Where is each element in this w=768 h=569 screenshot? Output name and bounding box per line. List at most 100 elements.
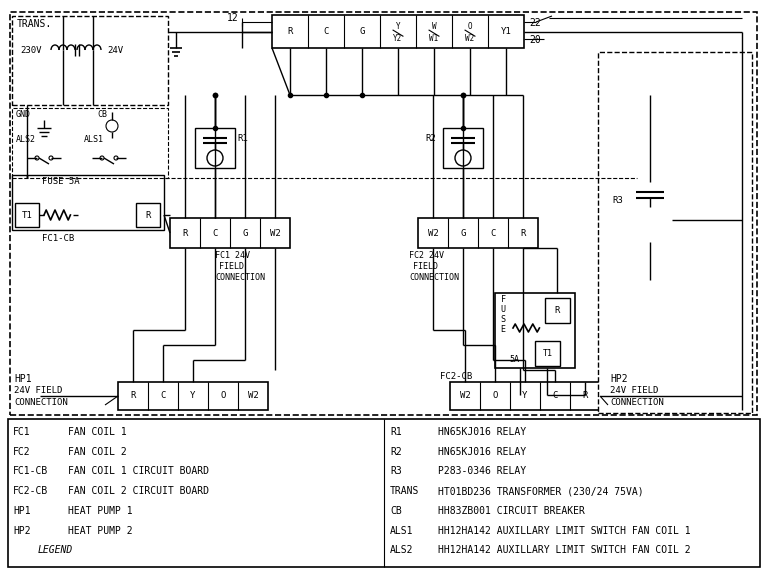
Text: C: C xyxy=(552,391,558,401)
Text: FC2-CB: FC2-CB xyxy=(440,372,472,381)
Text: O: O xyxy=(492,391,498,401)
Text: HEAT PUMP 1: HEAT PUMP 1 xyxy=(68,506,133,516)
Bar xyxy=(12,108,168,178)
Bar xyxy=(545,298,570,323)
Text: ALS2: ALS2 xyxy=(16,135,36,144)
Text: R: R xyxy=(582,391,588,401)
Text: S: S xyxy=(501,315,505,324)
Text: W2: W2 xyxy=(459,391,470,401)
Bar xyxy=(170,218,290,248)
Text: R: R xyxy=(131,391,136,401)
Text: HEAT PUMP 2: HEAT PUMP 2 xyxy=(68,526,133,535)
Text: CONNECTION: CONNECTION xyxy=(409,273,459,282)
Bar xyxy=(495,293,575,368)
Text: FIELD: FIELD xyxy=(219,262,244,271)
Bar xyxy=(450,382,600,410)
Text: W2: W2 xyxy=(247,391,258,401)
Bar xyxy=(118,382,268,410)
Text: C: C xyxy=(323,27,329,36)
Bar xyxy=(418,218,538,248)
Text: W2: W2 xyxy=(465,34,475,43)
Text: ALS2: ALS2 xyxy=(390,546,413,555)
Text: O: O xyxy=(220,391,226,401)
Text: C: C xyxy=(490,229,495,237)
Text: HP2: HP2 xyxy=(610,374,627,384)
Text: T1: T1 xyxy=(22,211,32,220)
Text: CONNECTION: CONNECTION xyxy=(14,398,68,407)
Text: 22: 22 xyxy=(529,18,541,28)
Text: HH12HA142 AUXILLARY LIMIT SWITCH FAN COIL 2: HH12HA142 AUXILLARY LIMIT SWITCH FAN COI… xyxy=(438,546,690,555)
Text: Y2: Y2 xyxy=(393,34,402,43)
Text: P283-0346 RELAY: P283-0346 RELAY xyxy=(438,467,526,476)
Text: 12: 12 xyxy=(227,13,239,23)
Text: 24V: 24V xyxy=(107,46,123,55)
Text: E: E xyxy=(501,325,505,334)
Text: R: R xyxy=(182,229,187,237)
Text: TRANS: TRANS xyxy=(390,486,419,496)
Text: FC1: FC1 xyxy=(13,427,31,437)
Text: HT01BD236 TRANSFORMER (230/24 75VA): HT01BD236 TRANSFORMER (230/24 75VA) xyxy=(438,486,644,496)
Bar xyxy=(8,419,760,567)
Text: FC2: FC2 xyxy=(13,447,31,457)
Text: CB: CB xyxy=(97,110,107,119)
Text: R3: R3 xyxy=(390,467,402,476)
Text: FC1-CB: FC1-CB xyxy=(13,467,48,476)
Text: TRANS.: TRANS. xyxy=(17,19,52,29)
Text: 20: 20 xyxy=(529,35,541,45)
Text: FIELD: FIELD xyxy=(413,262,438,271)
Text: R: R xyxy=(520,229,525,237)
Bar xyxy=(15,203,39,227)
Bar xyxy=(443,128,483,168)
Bar xyxy=(535,341,560,366)
Text: R2: R2 xyxy=(390,447,402,457)
Text: CONNECTION: CONNECTION xyxy=(610,398,664,407)
Text: CB: CB xyxy=(390,506,402,516)
Text: G: G xyxy=(243,229,248,237)
Text: W2: W2 xyxy=(270,229,280,237)
Text: W: W xyxy=(432,22,436,31)
Text: FAN COIL 1 CIRCUIT BOARD: FAN COIL 1 CIRCUIT BOARD xyxy=(68,467,209,476)
Text: ALS1: ALS1 xyxy=(84,135,104,144)
Text: 5A: 5A xyxy=(509,355,519,364)
Text: HH83ZB001 CIRCUIT BREAKER: HH83ZB001 CIRCUIT BREAKER xyxy=(438,506,585,516)
Text: T1: T1 xyxy=(542,349,552,358)
Text: Y1: Y1 xyxy=(501,27,511,36)
Text: R3: R3 xyxy=(612,196,623,204)
Text: HP2: HP2 xyxy=(13,526,31,535)
Text: 24V FIELD: 24V FIELD xyxy=(14,386,62,395)
Text: Y: Y xyxy=(190,391,196,401)
Text: U: U xyxy=(501,305,505,314)
Text: FUSE 5A: FUSE 5A xyxy=(42,177,80,186)
Bar xyxy=(12,16,168,105)
Text: R1: R1 xyxy=(390,427,402,437)
Text: HP1: HP1 xyxy=(13,506,31,516)
Bar xyxy=(195,128,235,168)
Text: C: C xyxy=(161,391,166,401)
Text: R2: R2 xyxy=(425,134,435,142)
Text: HH12HA142 AUXILLARY LIMIT SWITCH FAN COIL 1: HH12HA142 AUXILLARY LIMIT SWITCH FAN COI… xyxy=(438,526,690,535)
Text: Y: Y xyxy=(396,22,400,31)
Text: C: C xyxy=(212,229,217,237)
Bar xyxy=(136,203,160,227)
Text: FC2 24V: FC2 24V xyxy=(409,251,444,260)
Text: HN65KJ016 RELAY: HN65KJ016 RELAY xyxy=(438,447,526,457)
Text: R1: R1 xyxy=(237,134,248,142)
Text: Y: Y xyxy=(522,391,528,401)
Text: FC1-CB: FC1-CB xyxy=(42,234,74,243)
Text: R: R xyxy=(287,27,293,36)
Text: GND: GND xyxy=(16,110,31,119)
Bar xyxy=(628,182,672,242)
Text: FC1 24V: FC1 24V xyxy=(215,251,250,260)
Text: FAN COIL 2: FAN COIL 2 xyxy=(68,447,127,457)
Text: 24V FIELD: 24V FIELD xyxy=(610,386,658,395)
Text: F: F xyxy=(501,295,505,304)
Text: HP1: HP1 xyxy=(14,374,31,384)
Text: G: G xyxy=(460,229,465,237)
Text: CONNECTION: CONNECTION xyxy=(215,273,265,282)
Bar xyxy=(10,12,757,415)
Text: O: O xyxy=(468,22,472,31)
Text: W1: W1 xyxy=(429,34,439,43)
Bar xyxy=(598,52,752,413)
Text: FC2-CB: FC2-CB xyxy=(13,486,48,496)
Text: FAN COIL 1: FAN COIL 1 xyxy=(68,427,127,437)
